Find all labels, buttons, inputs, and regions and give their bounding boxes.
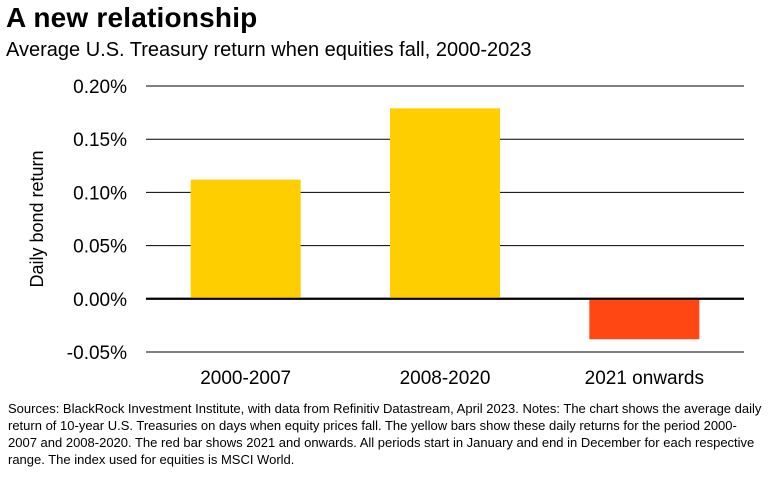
y-tick-label: 0.00% [73,290,127,311]
x-category-label: 2021 onwards [585,368,704,389]
source-notes: Sources: BlackRock Investment Institute,… [8,401,762,467]
y-tick-label: -0.05% [67,343,127,364]
bar-1 [190,179,301,299]
bar-chart: 0.20% 0.15% 0.10% 0.05% 0.00% -0.05% Daily bon… [27,77,744,389]
y-tick-label: 0.10% [73,183,127,204]
y-tick-label: 0.15% [73,130,127,151]
x-category-label: 2008-2020 [400,368,491,389]
x-category-label: 2000-2007 [200,368,291,389]
y-tick-label: 0.05% [73,237,127,258]
bar-3 [589,298,700,340]
chart-title: A new relationship [6,2,258,33]
bar-2 [390,108,500,299]
chart-subtitle: Average U.S. Treasury return when equiti… [6,39,532,61]
y-tick-label: 0.20% [73,77,127,98]
y-axis-label: Daily bond return [27,150,47,287]
